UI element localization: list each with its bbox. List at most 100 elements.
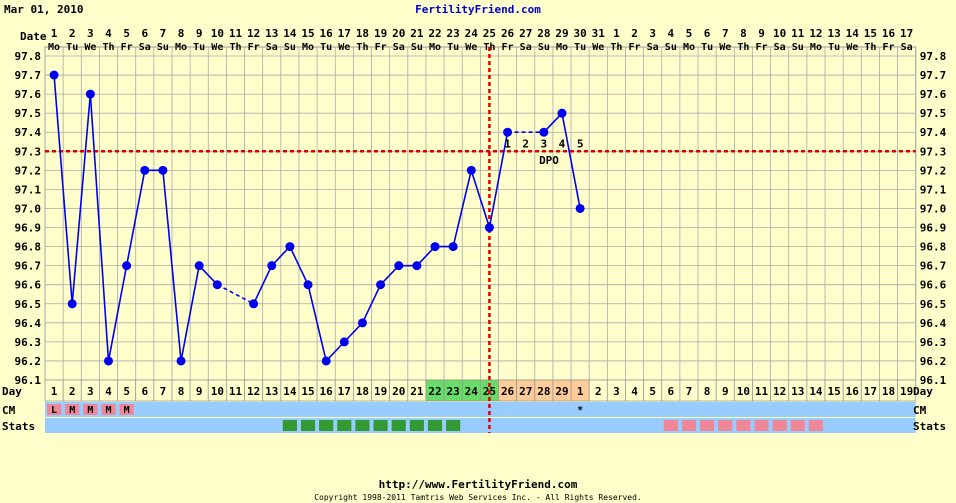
- y-tick-label-right: 97.4: [920, 126, 947, 139]
- weekday-label: We: [846, 42, 858, 53]
- stats-green-cell: [282, 420, 297, 431]
- weekday-label: Su: [665, 42, 677, 53]
- cycle-day-label: 19: [374, 385, 387, 398]
- temp-point: [430, 242, 440, 252]
- cycle-day-label: 12: [247, 385, 260, 398]
- date-label: 8: [740, 27, 747, 40]
- date-label: 2: [631, 27, 638, 40]
- y-tick-label-right: 96.2: [920, 355, 947, 368]
- weekday-label: Fr: [121, 42, 133, 53]
- weekday-label: Sa: [647, 42, 659, 53]
- cycle-day-label: 7: [686, 385, 693, 398]
- y-tick-label: 97.4: [15, 126, 42, 139]
- stats-green-cell: [409, 420, 424, 431]
- date-label: 17: [338, 27, 351, 40]
- temp-point: [85, 89, 95, 99]
- cycle-day-label: 24: [465, 385, 479, 398]
- weekday-label: Mo: [810, 42, 822, 53]
- weekday-label: We: [211, 42, 223, 53]
- date-row-label: Date: [20, 30, 47, 43]
- dpo-number: 2: [522, 137, 529, 150]
- weekday-label: Sa: [139, 42, 151, 53]
- cycle-day-label: 13: [791, 385, 804, 398]
- date-label: 17: [900, 27, 913, 40]
- temp-point: [466, 165, 476, 175]
- weekday-label: Mo: [429, 42, 441, 53]
- date-label: 31: [592, 27, 606, 40]
- temp-point: [249, 299, 259, 309]
- temp-segment: [452, 170, 473, 247]
- weekday-label: Sa: [774, 42, 786, 53]
- cycle-day-label: 8: [178, 385, 185, 398]
- site-title[interactable]: FertilityFriend.com: [415, 3, 541, 16]
- cycle-day-label: 14: [809, 385, 823, 398]
- date-label: 11: [229, 27, 243, 40]
- day-row-label: Day: [2, 385, 22, 398]
- menses-cell: [47, 404, 62, 415]
- y-tick-label-right: 97.5: [920, 107, 947, 120]
- y-tick-label: 96.6: [15, 279, 42, 292]
- weekday-label: Su: [411, 42, 423, 53]
- weekday-label: Tu: [701, 42, 713, 53]
- cycle-day-label: 11: [755, 385, 769, 398]
- cycle-day-label: 9: [722, 385, 729, 398]
- weekday-label: Tu: [193, 42, 205, 53]
- temp-point: [212, 280, 222, 290]
- cycle-day-label: 6: [668, 385, 675, 398]
- temp-point: [575, 203, 585, 213]
- y-tick-label: 97.7: [15, 69, 42, 82]
- weekday-label: Fr: [882, 42, 894, 53]
- y-tick-label: 96.4: [15, 317, 42, 330]
- weekday-label: Fr: [375, 42, 387, 53]
- temp-point: [321, 356, 331, 366]
- stats-pink-cell: [790, 420, 805, 431]
- cycle-day-label: 17: [338, 385, 351, 398]
- date-label: 15: [864, 27, 877, 40]
- cycle-day-label: 15: [827, 385, 840, 398]
- y-tick-label-right: 97.1: [920, 183, 947, 196]
- cycle-day-label: 7: [160, 385, 167, 398]
- weekday-label: Tu: [447, 42, 459, 53]
- date-label: 14: [846, 27, 860, 40]
- date-label: 7: [722, 27, 729, 40]
- stats-pink-cell: [808, 420, 824, 431]
- y-tick-label-right: 97.2: [920, 164, 947, 177]
- temp-segment: [162, 170, 182, 362]
- stats-green-cell: [319, 420, 334, 431]
- stats-pink-cell: [718, 420, 733, 431]
- temp-segment: [180, 265, 200, 362]
- date-label: 11: [791, 27, 805, 40]
- temp-point: [67, 299, 77, 309]
- date-label: 5: [123, 27, 130, 40]
- cm-row-label: CM: [2, 404, 16, 417]
- date-label: 13: [265, 27, 278, 40]
- dpo-number: 3: [541, 137, 548, 150]
- temp-segment: [561, 113, 581, 209]
- stats-pink-cell: [663, 420, 678, 431]
- cm-cell-label: *: [577, 405, 583, 416]
- date-label: 16: [882, 27, 896, 40]
- date-label: 21: [410, 27, 424, 40]
- cycle-day-label: 5: [649, 385, 656, 398]
- footer-url[interactable]: http://www.FertilityFriend.com: [379, 478, 578, 491]
- temp-segment: [252, 265, 273, 305]
- date-label: 3: [87, 27, 94, 40]
- date-label: 25: [483, 27, 496, 40]
- y-tick-label: 96.9: [15, 222, 42, 235]
- cycle-day-label: 9: [196, 385, 203, 398]
- cycle-day-label: 21: [410, 385, 424, 398]
- cycle-day-label: 1: [51, 385, 58, 398]
- weekday-label: We: [338, 42, 350, 53]
- y-tick-label-right: 96.5: [920, 298, 947, 311]
- cycle-day-label: 2: [595, 385, 602, 398]
- date-label: 1: [613, 27, 620, 40]
- weekday-label: Tu: [828, 42, 840, 53]
- y-tick-label-right: 96.8: [920, 241, 947, 254]
- cm-cell-label: M: [87, 405, 93, 416]
- y-tick-label: 97.6: [15, 88, 42, 101]
- cycle-day-label: 20: [392, 385, 405, 398]
- temp-segment: [71, 94, 92, 304]
- y-tick-label: 97.2: [15, 164, 42, 177]
